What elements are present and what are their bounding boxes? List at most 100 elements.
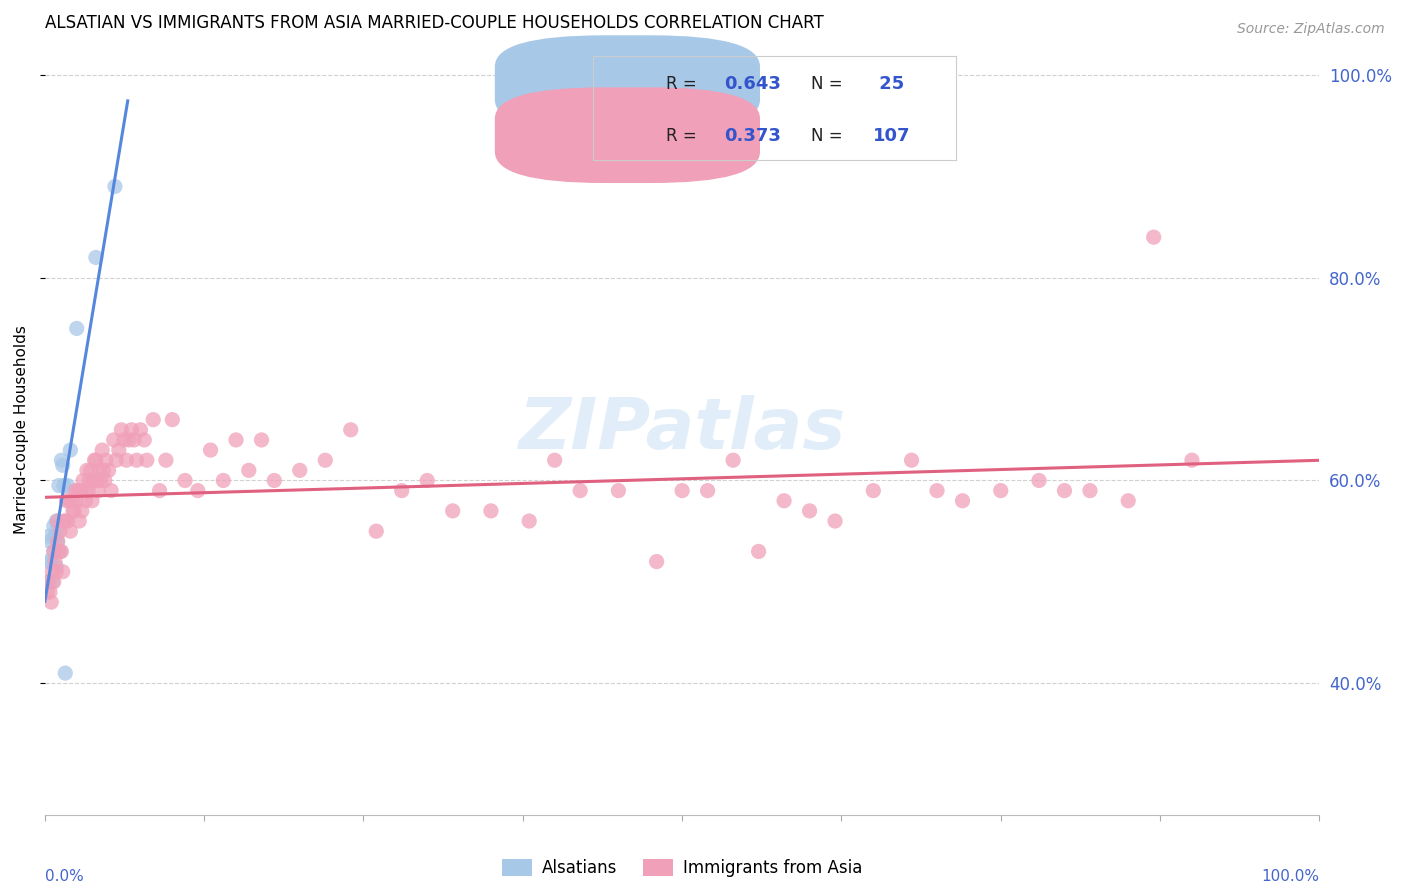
Point <box>59 524 82 538</box>
Point <box>1181 453 1204 467</box>
Point <box>80 493 103 508</box>
Point <box>122 433 145 447</box>
Point <box>225 433 247 447</box>
Point <box>66 493 89 508</box>
Point <box>55 493 77 508</box>
Point <box>51 453 73 467</box>
Point <box>52 458 75 473</box>
Point <box>45 529 67 543</box>
Point <box>314 453 336 467</box>
Point <box>696 483 718 498</box>
Point <box>105 453 128 467</box>
Point <box>112 433 135 447</box>
Point <box>174 474 197 488</box>
Point <box>65 483 87 498</box>
Point <box>366 524 388 538</box>
Point <box>38 574 60 589</box>
Point <box>42 544 65 558</box>
Point <box>155 453 177 467</box>
Point <box>569 483 592 498</box>
Point <box>63 504 86 518</box>
Point <box>607 483 630 498</box>
Y-axis label: Married-couple Households: Married-couple Households <box>14 326 30 534</box>
Point <box>250 433 273 447</box>
Point <box>82 474 104 488</box>
Point <box>46 534 69 549</box>
Point <box>80 463 103 477</box>
Point <box>83 453 105 467</box>
Point <box>104 179 127 194</box>
Point <box>53 514 76 528</box>
Point <box>59 443 82 458</box>
Point <box>107 443 129 458</box>
Point <box>87 483 110 498</box>
Point <box>129 423 152 437</box>
Point <box>125 453 148 467</box>
Point <box>52 565 75 579</box>
Point <box>44 555 66 569</box>
Point <box>67 514 90 528</box>
Point <box>391 483 413 498</box>
Point <box>517 514 540 528</box>
Point <box>51 544 73 558</box>
Point <box>86 474 108 488</box>
Point <box>56 514 79 528</box>
Point <box>39 534 62 549</box>
Point <box>66 321 89 335</box>
Point <box>58 493 80 508</box>
Point <box>773 493 796 508</box>
Point <box>56 478 79 492</box>
Point <box>93 463 115 477</box>
Point <box>187 483 209 498</box>
Text: ALSATIAN VS IMMIGRANTS FROM ASIA MARRIED-COUPLE HOUSEHOLDS CORRELATION CHART: ALSATIAN VS IMMIGRANTS FROM ASIA MARRIED… <box>45 14 824 32</box>
Point <box>41 565 63 579</box>
Point <box>990 483 1012 498</box>
Text: 100.0%: 100.0% <box>1261 869 1319 884</box>
Point <box>48 478 70 492</box>
Point <box>89 463 111 477</box>
Point <box>60 493 83 508</box>
Point <box>70 504 93 518</box>
Point <box>1078 483 1101 498</box>
Point <box>90 474 112 488</box>
Point <box>94 474 117 488</box>
Point <box>671 483 693 498</box>
Point <box>77 483 100 498</box>
Point <box>49 544 72 558</box>
Point <box>645 555 668 569</box>
Point <box>748 544 770 558</box>
Point <box>263 474 285 488</box>
Point <box>37 585 59 599</box>
Point <box>900 453 922 467</box>
Text: ZIPatlas: ZIPatlas <box>519 395 846 465</box>
Point <box>45 514 67 528</box>
Point <box>44 529 66 543</box>
Point <box>1053 483 1076 498</box>
Point <box>69 483 91 498</box>
Point <box>39 555 62 569</box>
Point <box>952 493 974 508</box>
Point <box>142 412 165 426</box>
Point <box>135 453 157 467</box>
Point <box>37 555 59 569</box>
Point <box>100 483 122 498</box>
Point <box>39 585 62 599</box>
Point <box>53 666 76 681</box>
Point <box>238 463 260 477</box>
Point <box>110 423 132 437</box>
Point <box>46 514 69 528</box>
Point <box>73 483 96 498</box>
Point <box>48 544 70 558</box>
Text: Source: ZipAtlas.com: Source: ZipAtlas.com <box>1237 22 1385 37</box>
Point <box>75 493 97 508</box>
Text: 0.0%: 0.0% <box>45 869 83 884</box>
Point <box>721 453 744 467</box>
Point <box>212 474 235 488</box>
Point <box>39 595 62 609</box>
Point <box>84 453 107 467</box>
Point <box>49 524 72 538</box>
Point <box>42 519 65 533</box>
Legend: Alsatians, Immigrants from Asia: Alsatians, Immigrants from Asia <box>495 852 869 884</box>
Point <box>41 574 63 589</box>
Point <box>66 483 89 498</box>
